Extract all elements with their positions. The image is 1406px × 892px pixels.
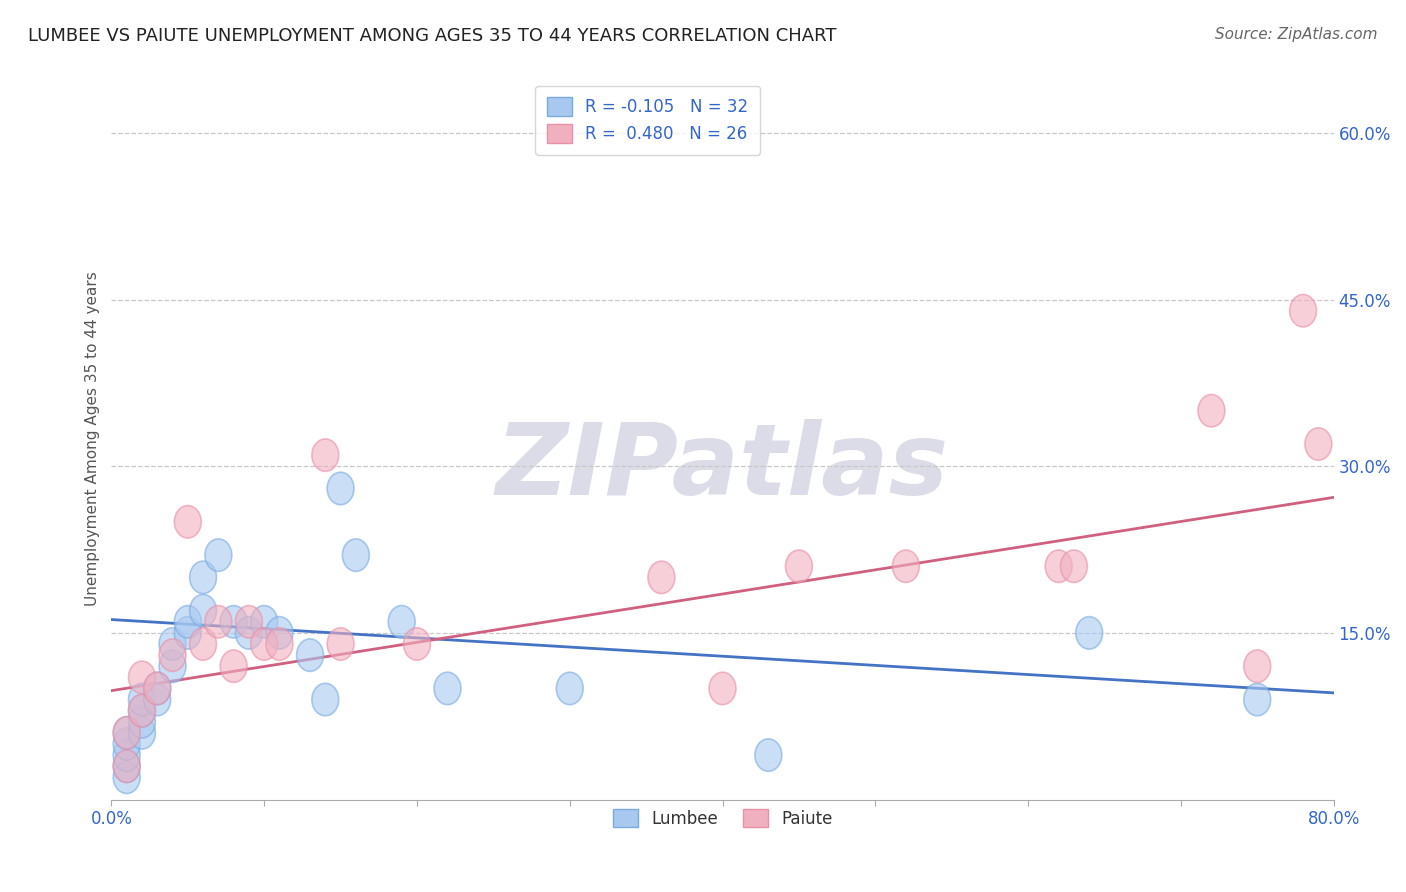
Ellipse shape bbox=[205, 539, 232, 572]
Ellipse shape bbox=[312, 439, 339, 471]
Ellipse shape bbox=[312, 683, 339, 715]
Ellipse shape bbox=[128, 716, 156, 749]
Ellipse shape bbox=[250, 628, 277, 660]
Ellipse shape bbox=[266, 616, 292, 649]
Ellipse shape bbox=[434, 673, 461, 705]
Y-axis label: Unemployment Among Ages 35 to 44 years: Unemployment Among Ages 35 to 44 years bbox=[86, 271, 100, 606]
Ellipse shape bbox=[128, 694, 156, 727]
Ellipse shape bbox=[1244, 650, 1271, 682]
Ellipse shape bbox=[221, 650, 247, 682]
Legend: Lumbee, Paiute: Lumbee, Paiute bbox=[606, 803, 839, 835]
Ellipse shape bbox=[1076, 616, 1102, 649]
Ellipse shape bbox=[143, 683, 170, 715]
Ellipse shape bbox=[114, 761, 141, 794]
Ellipse shape bbox=[404, 628, 430, 660]
Ellipse shape bbox=[1305, 428, 1331, 460]
Ellipse shape bbox=[786, 550, 813, 582]
Ellipse shape bbox=[128, 706, 156, 738]
Ellipse shape bbox=[250, 606, 277, 638]
Ellipse shape bbox=[114, 739, 141, 772]
Text: Source: ZipAtlas.com: Source: ZipAtlas.com bbox=[1215, 27, 1378, 42]
Ellipse shape bbox=[1198, 394, 1225, 427]
Ellipse shape bbox=[114, 750, 141, 782]
Ellipse shape bbox=[159, 650, 186, 682]
Ellipse shape bbox=[328, 628, 354, 660]
Ellipse shape bbox=[1289, 294, 1316, 327]
Ellipse shape bbox=[174, 616, 201, 649]
Ellipse shape bbox=[128, 661, 156, 694]
Ellipse shape bbox=[128, 694, 156, 727]
Ellipse shape bbox=[128, 683, 156, 715]
Ellipse shape bbox=[1060, 550, 1087, 582]
Ellipse shape bbox=[143, 673, 170, 705]
Ellipse shape bbox=[328, 472, 354, 505]
Ellipse shape bbox=[648, 561, 675, 593]
Ellipse shape bbox=[221, 606, 247, 638]
Ellipse shape bbox=[388, 606, 415, 638]
Ellipse shape bbox=[190, 561, 217, 593]
Ellipse shape bbox=[114, 716, 141, 749]
Ellipse shape bbox=[174, 606, 201, 638]
Ellipse shape bbox=[297, 639, 323, 672]
Ellipse shape bbox=[1045, 550, 1073, 582]
Ellipse shape bbox=[190, 594, 217, 627]
Ellipse shape bbox=[114, 728, 141, 760]
Ellipse shape bbox=[343, 539, 370, 572]
Ellipse shape bbox=[143, 673, 170, 705]
Ellipse shape bbox=[114, 716, 141, 749]
Ellipse shape bbox=[235, 606, 263, 638]
Text: ZIPatlas: ZIPatlas bbox=[496, 419, 949, 516]
Ellipse shape bbox=[114, 750, 141, 782]
Ellipse shape bbox=[709, 673, 735, 705]
Ellipse shape bbox=[893, 550, 920, 582]
Ellipse shape bbox=[755, 739, 782, 772]
Ellipse shape bbox=[159, 628, 186, 660]
Ellipse shape bbox=[1244, 683, 1271, 715]
Ellipse shape bbox=[205, 606, 232, 638]
Text: LUMBEE VS PAIUTE UNEMPLOYMENT AMONG AGES 35 TO 44 YEARS CORRELATION CHART: LUMBEE VS PAIUTE UNEMPLOYMENT AMONG AGES… bbox=[28, 27, 837, 45]
Ellipse shape bbox=[159, 639, 186, 672]
Ellipse shape bbox=[266, 628, 292, 660]
Ellipse shape bbox=[235, 616, 263, 649]
Ellipse shape bbox=[557, 673, 583, 705]
Ellipse shape bbox=[174, 506, 201, 538]
Ellipse shape bbox=[190, 628, 217, 660]
